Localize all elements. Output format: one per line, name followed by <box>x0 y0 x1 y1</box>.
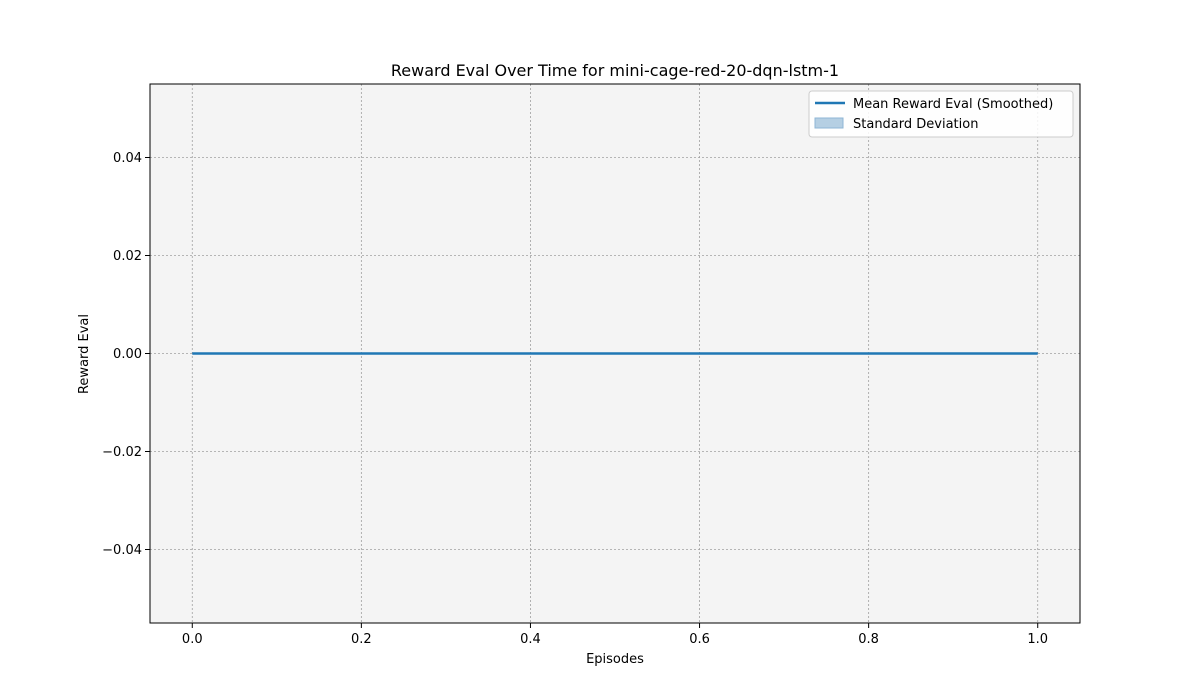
y-tick-label: 0.02 <box>113 249 142 264</box>
y-axis-ticks: 0.04 0.02 0.00 −0.02 −0.04 <box>102 151 150 558</box>
x-axis-label: Episodes <box>586 652 644 667</box>
legend-box <box>808 90 1074 138</box>
y-tick-label: −0.04 <box>102 543 142 558</box>
y-tick-label: 0.04 <box>113 151 142 166</box>
x-axis-ticks: 0.0 0.2 0.4 0.6 0.8 1.0 <box>182 623 1048 647</box>
x-tick-label: 0.4 <box>520 632 541 647</box>
x-tick-label: 0.2 <box>351 632 372 647</box>
legend-band-swatch <box>814 117 844 129</box>
legend: Mean Reward Eval (Smoothed) Standard Dev… <box>808 90 1074 138</box>
legend-label-std: Standard Deviation <box>853 117 978 132</box>
x-tick-label: 0.6 <box>689 632 710 647</box>
y-tick-label: 0.00 <box>113 347 142 362</box>
x-tick-label: 0.8 <box>858 632 879 647</box>
x-tick-label: 1.0 <box>1027 632 1048 647</box>
y-tick-label: −0.02 <box>102 445 142 460</box>
y-axis-label: Reward Eval <box>77 314 92 394</box>
legend-label-mean: Mean Reward Eval (Smoothed) <box>853 97 1053 112</box>
x-tick-label: 0.0 <box>182 632 203 647</box>
chart-title: Reward Eval Over Time for mini-cage-red-… <box>391 61 839 80</box>
